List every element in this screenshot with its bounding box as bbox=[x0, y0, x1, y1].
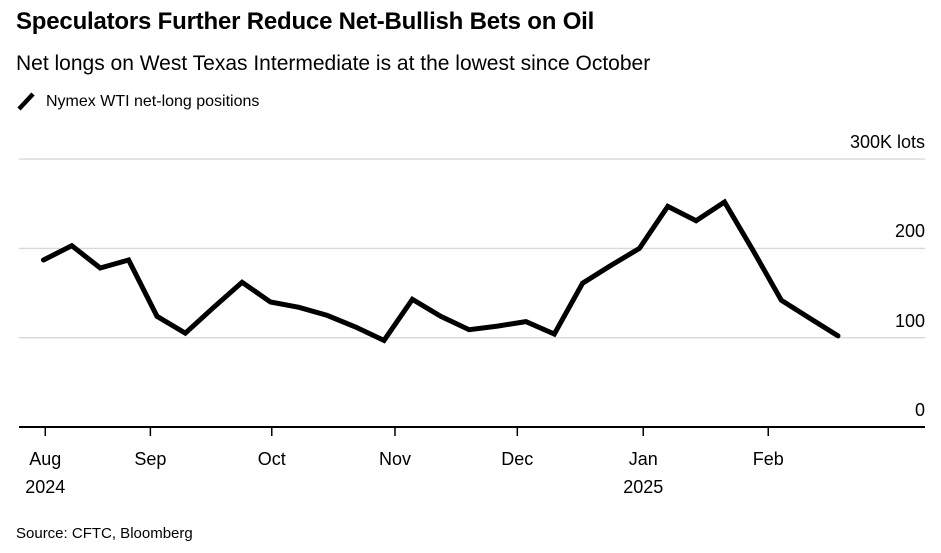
legend-label: Nymex WTI net-long positions bbox=[46, 92, 260, 110]
x-axis-label: Nov bbox=[378, 449, 411, 469]
page-subtitle: Net longs on West Texas Intermediate is … bbox=[16, 52, 651, 75]
x-axis-label: Sep bbox=[134, 449, 167, 469]
x-axis-label: Dec bbox=[501, 449, 534, 469]
x-axis-label: Feb bbox=[752, 449, 784, 469]
line-series-icon bbox=[17, 92, 35, 111]
series-line bbox=[41, 198, 841, 344]
y-axis-label: 0 bbox=[914, 400, 925, 420]
legend: Nymex WTI net-long positions bbox=[16, 91, 259, 112]
x-axis-label: Aug bbox=[29, 449, 62, 469]
x-axis-year-label: 2024 bbox=[25, 477, 66, 497]
y-axis-label: 300K lots bbox=[849, 132, 925, 153]
y-axis-label: 100 bbox=[894, 310, 925, 331]
x-axis-label: Jan bbox=[628, 449, 658, 469]
x-axis-label: Oct bbox=[257, 449, 286, 469]
page-title: Speculators Further Reduce Net-Bullish B… bbox=[16, 8, 595, 35]
x-axis-year-label: 2025 bbox=[623, 477, 664, 497]
source-note: Source: CFTC, Bloomberg bbox=[16, 525, 193, 542]
y-axis-label: 200 bbox=[894, 221, 925, 242]
